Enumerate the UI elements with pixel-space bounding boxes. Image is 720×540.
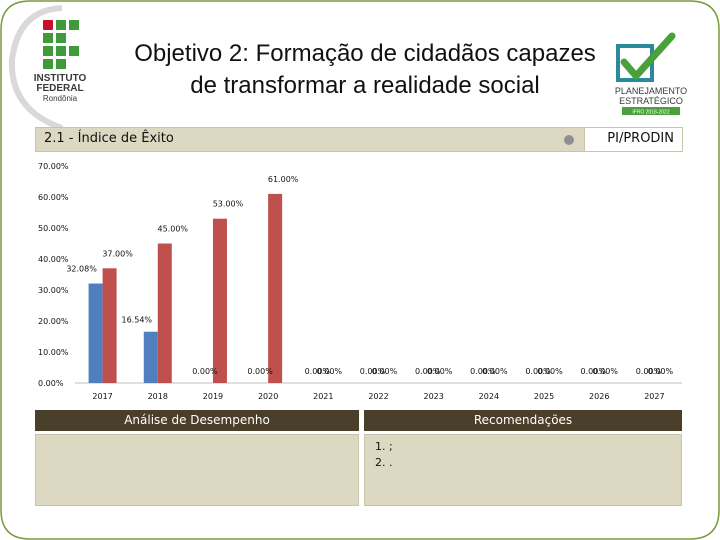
data-label: 0.00% [537,367,563,376]
x-tick-label: 2022 [368,392,388,401]
bar [157,243,172,383]
x-tick-label: 2019 [203,392,223,401]
recommendation-item: 2. . [375,456,393,469]
y-tick-label: 60.00% [38,193,69,202]
recommendations-panel[interactable]: 1. ; 2. . [364,434,682,506]
bar [102,268,117,383]
data-label: 61.00% [268,175,299,184]
data-label: 0.00% [192,367,218,376]
section-header: 2.1 - Índice de Êxito PI/PRODIN [35,127,683,152]
svg-text:INSTITUTO: INSTITUTO [34,73,87,84]
data-label: 0.00% [525,367,551,376]
data-label: 0.00% [317,367,343,376]
planejamento-estrategico-logo: PLANEJAMENTO ESTRATÉGICO IFRO 2018-2022 [606,28,696,118]
bar [268,193,283,383]
svg-text:IFRO 2018-2022: IFRO 2018-2022 [632,110,669,116]
data-label: 0.00% [482,367,508,376]
section-title: 2.1 - Índice de Êxito [44,131,174,146]
x-tick-label: 2023 [424,392,444,401]
x-tick-label: 2027 [644,392,664,401]
x-tick-label: 2025 [534,392,554,401]
section-dot-icon [564,135,574,145]
y-tick-label: 10.00% [38,348,69,357]
bar [143,331,158,383]
data-label: 53.00% [213,200,244,209]
x-tick-label: 2026 [589,392,609,401]
section-org-label: PI/PRODIN [607,131,674,146]
data-label: 0.00% [427,367,453,376]
y-tick-label: 0.00% [38,379,64,388]
data-label: 0.00% [581,367,607,376]
data-label: 0.00% [470,367,496,376]
x-tick-label: 2018 [148,392,168,401]
svg-text:Rondônia: Rondônia [43,94,78,103]
x-tick-label: 2021 [313,392,333,401]
y-tick-label: 70.00% [38,162,69,171]
x-tick-label: 2020 [258,392,278,401]
instituto-federal-logo: INSTITUTO FEDERAL Rondônia [8,8,108,128]
y-tick-label: 30.00% [38,286,69,295]
slide-title-line2: de transformar a realidade social [190,72,540,99]
data-label: 0.00% [360,367,386,376]
data-label: 45.00% [158,225,189,234]
analysis-panel-header: Análise de Desempenho [35,410,359,431]
bar [212,218,227,383]
svg-text:PLANEJAMENTO: PLANEJAMENTO [615,86,687,96]
recommendation-item: 1. ; [375,440,393,453]
slide-title-line1: Objetivo 2: Formação de cidadãos capazes [134,40,596,67]
svg-text:FEDERAL: FEDERAL [36,83,83,94]
analysis-panel[interactable] [35,434,359,506]
svg-text:ESTRATÉGICO: ESTRATÉGICO [619,96,683,106]
data-label: 0.00% [593,367,619,376]
data-label: 0.00% [415,367,441,376]
y-tick-label: 20.00% [38,317,69,326]
x-tick-label: 2017 [92,392,112,401]
data-label: 0.00% [247,367,273,376]
data-label: 0.00% [636,367,662,376]
data-label: 0.00% [648,367,674,376]
y-tick-label: 50.00% [38,224,69,233]
data-label: 0.00% [305,367,331,376]
y-tick-label: 40.00% [38,255,69,264]
x-tick-label: 2024 [479,392,499,401]
data-label: 16.54% [122,316,153,325]
data-label: 37.00% [102,249,133,258]
slide-title: Objetivo 2: Formação de cidadãos capazes… [105,38,625,102]
recommendations-panel-header: Recomendações [364,410,682,431]
data-label: 32.08% [66,265,97,274]
bar-chart: 0.00% 10.00% 20.00% 30.00% 40.00% 50.00% 60.00… [38,162,682,401]
recommendations-list: 1. ; 2. . [375,439,393,471]
section-org-tab: PI/PRODIN [584,127,683,152]
bar [88,283,103,383]
data-label: 0.00% [372,367,398,376]
